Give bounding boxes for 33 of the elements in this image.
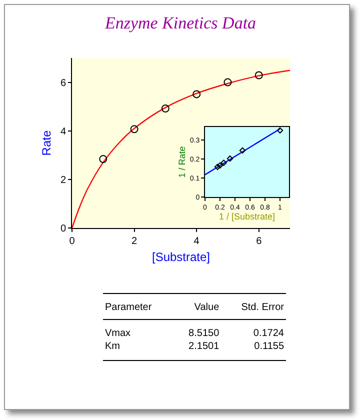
point — [130, 125, 138, 134]
text: Parameter — [103, 294, 174, 320]
y-tick-label: 0 — [60, 224, 66, 234]
category-label: Std. Error — [221, 294, 286, 320]
text: 0.1724 — [253, 328, 284, 339]
x-tick-label: 6 — [256, 236, 262, 247]
x-tick-label: 0 — [69, 236, 76, 247]
point — [220, 160, 227, 166]
point — [254, 71, 263, 80]
text: 2.1501 — [188, 341, 220, 352]
x-tick-label: 2 — [132, 236, 138, 247]
y-axis-title: Rate — [40, 130, 54, 156]
chart-title: Enzyme Kinetics Data — [104, 14, 256, 33]
x-axis-title: [Substrate] — [152, 250, 210, 264]
category-label: Value — [173, 294, 222, 320]
y-tick-label: 4 — [60, 126, 66, 138]
y-axis-title: 1 / Rate — [177, 146, 188, 178]
y-tick-label: 6 — [60, 78, 66, 89]
point — [224, 78, 232, 86]
text: 8.5150 — [188, 328, 220, 339]
point — [239, 147, 246, 154]
category-label: Vmax — [105, 328, 131, 339]
point — [192, 90, 201, 98]
point — [226, 155, 234, 162]
point — [99, 155, 108, 164]
point — [216, 162, 224, 169]
point — [214, 164, 221, 170]
point — [276, 127, 284, 134]
point — [161, 104, 170, 113]
y-tick-label: 2 — [60, 174, 66, 186]
x-axis-title: 1 / [Substrate] — [218, 211, 276, 222]
text: 0.1155 — [254, 341, 284, 352]
category-label: Km — [105, 341, 120, 352]
